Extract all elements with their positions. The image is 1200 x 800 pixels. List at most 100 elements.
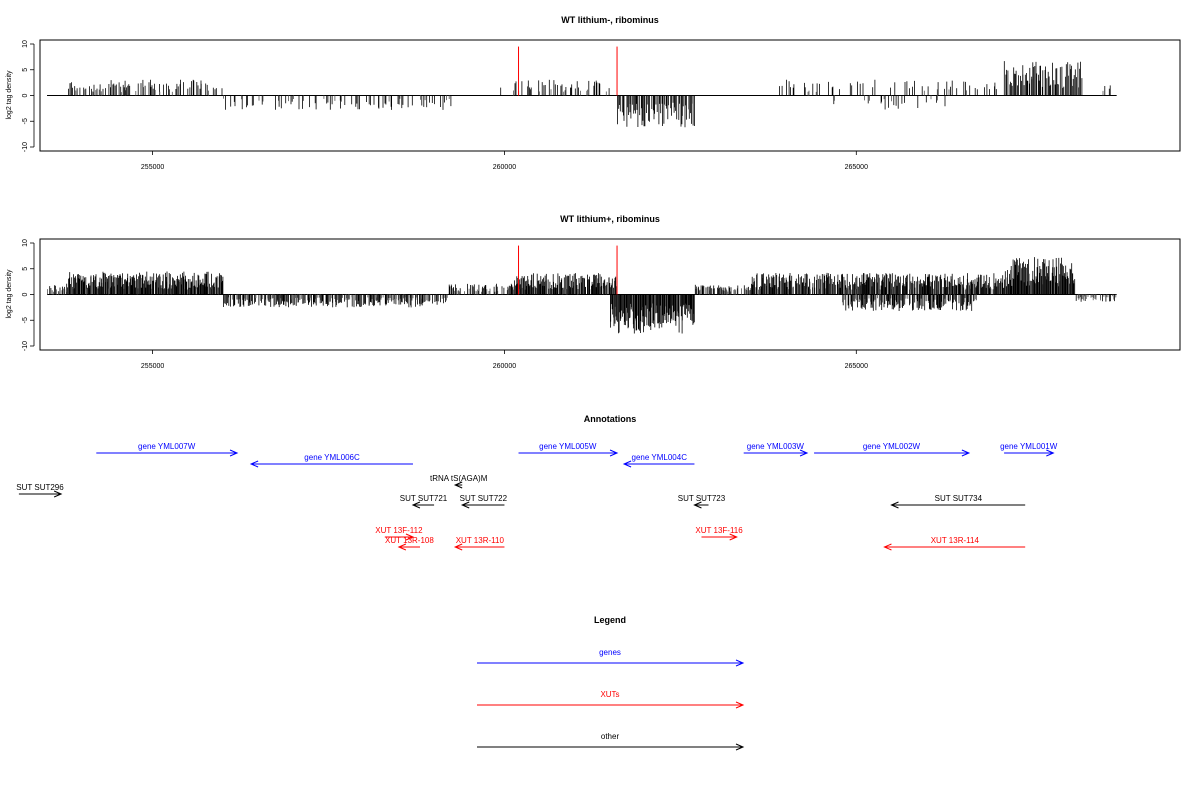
y-tick-label: 5 xyxy=(22,267,29,271)
annotation-label: gene YML004C xyxy=(632,453,688,462)
legend-item: other xyxy=(477,732,745,751)
arrow-head xyxy=(397,543,407,551)
annotations-title: Annotations xyxy=(584,414,637,424)
annotation-label: gene YML002W xyxy=(863,442,921,451)
annotation-xut: XUT 13R-110 xyxy=(453,536,505,551)
annotation-label: SUT SUT296 xyxy=(16,483,64,492)
annotation-label: SUT SUT723 xyxy=(678,494,726,503)
arrow-head xyxy=(460,501,470,509)
annotation-other: SUT SUT296 xyxy=(16,483,64,498)
annotation-gene: gene YML006C xyxy=(249,453,413,468)
arrow-head xyxy=(735,659,745,667)
signal-bars xyxy=(47,245,1117,334)
arrow-head xyxy=(453,543,463,551)
x-axis: 255000 260000 265000 xyxy=(141,151,868,171)
plot-frame xyxy=(39,39,1181,152)
legend-label: genes xyxy=(599,648,621,657)
arrow-head xyxy=(1046,449,1055,457)
annotation-label: XUT 13R-110 xyxy=(456,536,505,545)
y-tick-label: -5 xyxy=(22,317,29,323)
annotation-gene: gene YML007W xyxy=(96,442,239,457)
annotation-items: gene YML007W gene YML006C gene YML005W gene… xyxy=(16,442,1058,551)
annotation-other: SUT SUT723 xyxy=(678,494,726,509)
arrow-head xyxy=(735,701,745,709)
signal-bars xyxy=(47,46,1117,128)
arrow-head xyxy=(249,460,259,468)
annotation-gene: gene YML002W xyxy=(814,442,971,457)
annotation-xut: XUT 13R-114 xyxy=(883,536,1026,551)
y-tick-label: -10 xyxy=(22,341,29,351)
annotation-other: SUT SUT734 xyxy=(890,494,1026,509)
y-tick-label: 5 xyxy=(22,68,29,72)
annotation-gene: gene YML001W xyxy=(1000,442,1058,457)
annotation-label: gene YML005W xyxy=(539,442,597,451)
arrow-head xyxy=(53,490,63,498)
y-tick-label: 10 xyxy=(22,40,29,48)
y-tick-label: 0 xyxy=(22,292,29,296)
arrow-head xyxy=(729,533,738,541)
plot-frame xyxy=(39,238,1181,351)
arrow-head xyxy=(883,543,892,551)
panel-title: WT lithium-, ribominus xyxy=(561,15,659,25)
arrow-head xyxy=(693,501,702,509)
annotation-label: gene YML007W xyxy=(138,442,196,451)
annotation-gene: gene YML003W xyxy=(743,442,809,457)
annotation-label: gene YML001W xyxy=(1000,442,1058,451)
arrow-head xyxy=(411,501,421,509)
annotation-label: XUT 13R-114 xyxy=(931,536,980,545)
panel-title: WT lithium+, ribominus xyxy=(560,214,660,224)
arrow-head xyxy=(229,449,239,457)
y-tick-label: 0 xyxy=(22,93,29,97)
legend: Legend genes XUTs other xyxy=(477,615,745,751)
legend-title: Legend xyxy=(594,615,626,625)
annotation-label: XUT 13F-112 xyxy=(375,526,423,535)
annotation-xut: XUT 13F-112 xyxy=(375,526,423,541)
track-panel-lithium-plus: WT lithium+, ribominus log2 tag density … xyxy=(6,214,1181,370)
annotation-label: tRNA tS(AGA)M xyxy=(430,474,488,483)
arrow-head xyxy=(609,449,619,457)
annotation-gene: gene YML005W xyxy=(518,442,619,457)
annotation-other: tRNA tS(AGA)M xyxy=(430,474,488,489)
arrow-head xyxy=(799,449,809,457)
x-tick-label: 260000 xyxy=(493,363,516,370)
x-tick-label: 255000 xyxy=(141,164,164,171)
arrow-head xyxy=(890,501,899,509)
annotation-xut: XUT 13R-108 xyxy=(385,536,434,551)
annotation-label: XUT 13R-108 xyxy=(385,536,434,545)
annotation-xut: XUT 13F-116 xyxy=(695,526,743,541)
y-axis-label: log2 tag density xyxy=(6,269,13,319)
legend-item: XUTs xyxy=(477,690,745,709)
annotation-gene: gene YML004C xyxy=(622,453,695,468)
annotation-other: SUT SUT721 xyxy=(400,494,448,509)
x-axis: 255000 260000 265000 xyxy=(141,350,868,370)
legend-label: other xyxy=(601,732,620,741)
legend-item: genes xyxy=(477,648,745,667)
y-tick-label: -5 xyxy=(22,118,29,124)
y-axis-label: log2 tag density xyxy=(6,70,13,120)
arrow-head xyxy=(961,449,971,457)
x-tick-label: 255000 xyxy=(141,363,164,370)
arrow-head xyxy=(453,481,463,489)
annotation-label: SUT SUT734 xyxy=(935,494,983,503)
y-axis: 10 5 0 -5 -10 xyxy=(22,239,35,351)
legend-items: genes XUTs other xyxy=(477,648,745,751)
arrow-head xyxy=(622,460,632,468)
x-tick-label: 260000 xyxy=(493,164,516,171)
arrow-head xyxy=(735,743,745,751)
x-tick-label: 265000 xyxy=(845,363,868,370)
legend-label: XUTs xyxy=(600,690,619,699)
annotation-label: gene YML003W xyxy=(747,442,805,451)
y-axis: 10 5 0 -5 -10 xyxy=(22,40,35,152)
annotation-other: SUT SUT722 xyxy=(460,494,508,509)
x-tick-label: 265000 xyxy=(845,164,868,171)
arrow-head xyxy=(405,533,415,541)
annotation-label: SUT SUT722 xyxy=(460,494,508,503)
annotation-label: gene YML006C xyxy=(304,453,360,462)
annotation-label: SUT SUT721 xyxy=(400,494,448,503)
y-tick-label: 10 xyxy=(22,239,29,247)
track-panel-lithium-minus: WT lithium-, ribominus log2 tag density … xyxy=(6,15,1181,171)
y-tick-label: -10 xyxy=(22,142,29,152)
annotation-label: XUT 13F-116 xyxy=(695,526,743,535)
